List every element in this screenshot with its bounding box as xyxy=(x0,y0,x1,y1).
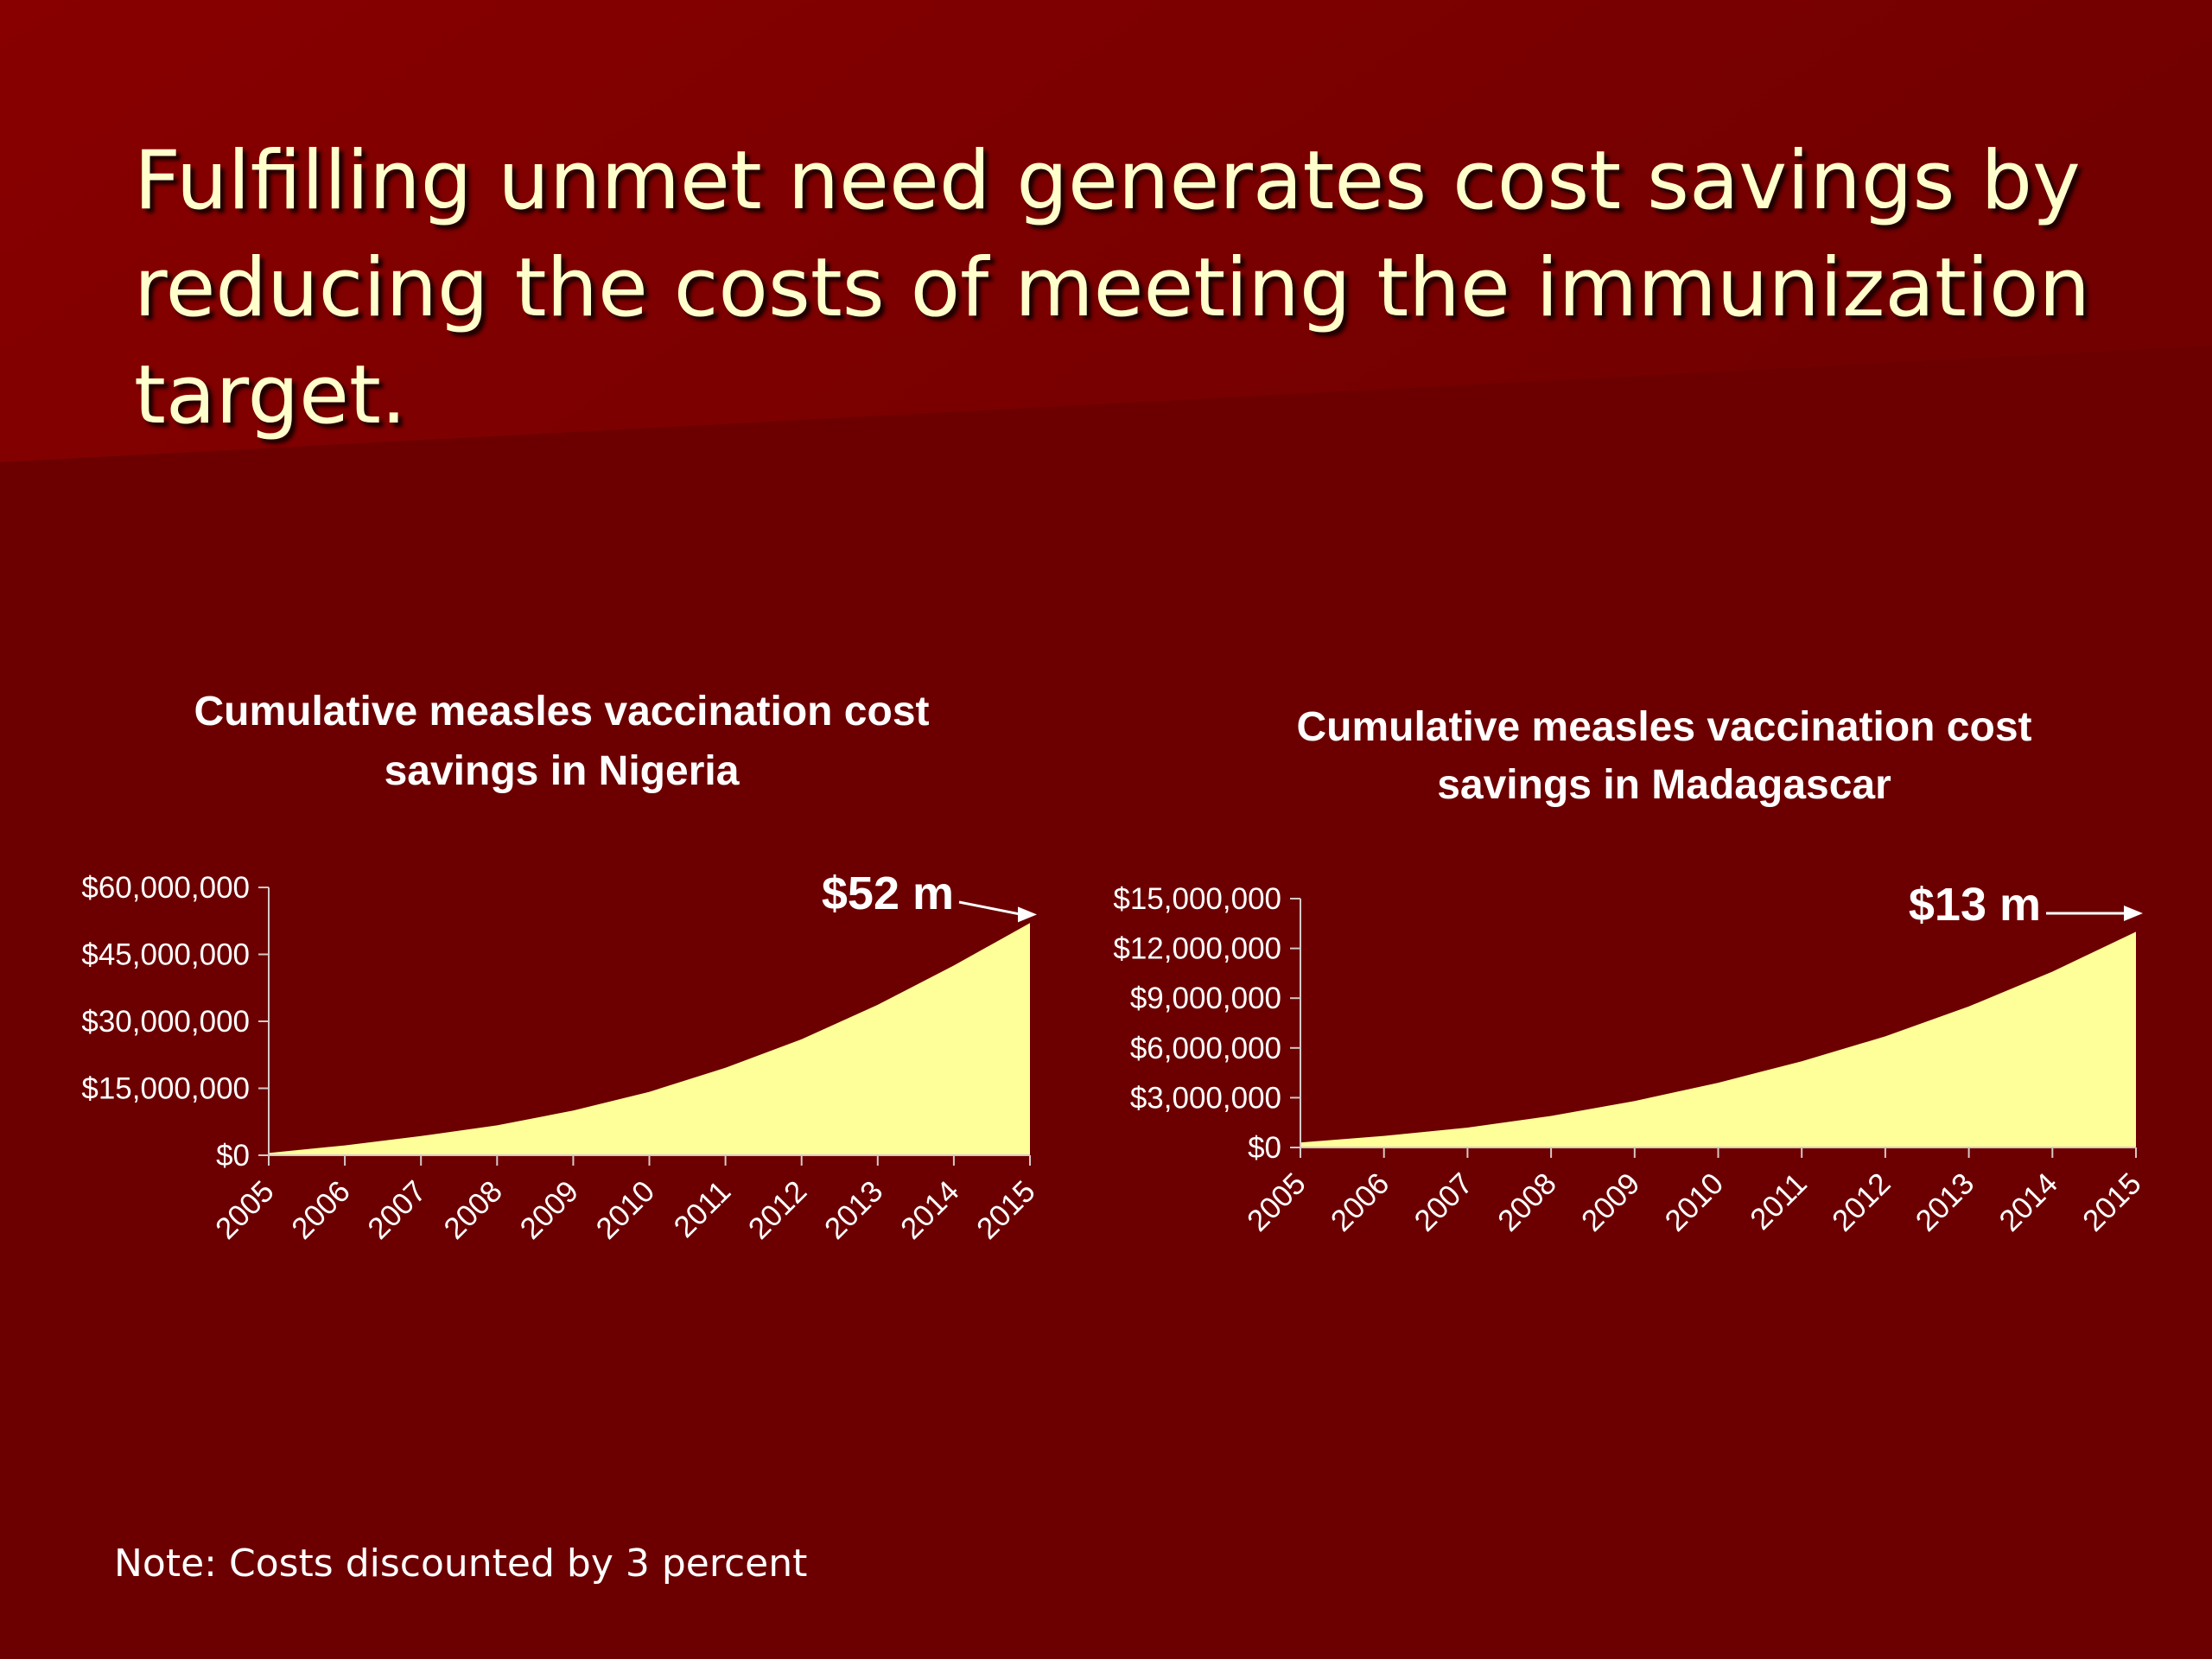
area-series xyxy=(1300,931,2136,1147)
header-band xyxy=(0,0,2212,462)
annotation-arrow-line xyxy=(958,900,1022,916)
x-tick-label: 2011 xyxy=(1744,1166,1814,1236)
x-tick-label: 2009 xyxy=(513,1174,585,1246)
footnote: Note: Costs discounted by 3 percent xyxy=(114,1541,808,1586)
x-tick-label: 2015 xyxy=(2076,1166,2148,1238)
x-tick-label: 2009 xyxy=(1575,1166,1647,1238)
x-tick-label: 2005 xyxy=(209,1174,281,1246)
x-tick-label: 2012 xyxy=(1826,1166,1897,1238)
chart-nigeria: Cumulative measles vaccination cost savin… xyxy=(81,689,1042,1246)
y-tick-label: $0 xyxy=(216,1139,250,1173)
annotation-arrow-head xyxy=(1018,906,1037,923)
y-tick-label: $15,000,000 xyxy=(1113,882,1281,916)
annotation-label: $52 m xyxy=(822,868,954,919)
y-tick-label: $15,000,000 xyxy=(81,1072,250,1106)
x-tick-label: 2010 xyxy=(590,1174,662,1246)
y-tick-label: $0 xyxy=(1248,1131,1281,1165)
x-tick-label: 2008 xyxy=(437,1174,509,1246)
x-tick-label: 2015 xyxy=(970,1174,1042,1246)
x-tick-label: 2006 xyxy=(1325,1166,1396,1238)
area-series xyxy=(269,923,1030,1155)
x-tick-label: 2011 xyxy=(667,1174,737,1244)
y-tick-label: $30,000,000 xyxy=(81,1005,250,1039)
x-tick-label: 2010 xyxy=(1659,1166,1731,1238)
x-tick-label: 2006 xyxy=(285,1174,357,1246)
slide-title: Fulfilling unmet need generates cost sav… xyxy=(134,134,2091,442)
x-tick-label: 2005 xyxy=(1241,1166,1313,1238)
chart-title-line: savings in Nigeria xyxy=(385,748,740,794)
chart-title-line: Cumulative measles vaccination cost xyxy=(1296,704,2031,750)
y-tick-label: $6,000,000 xyxy=(1130,1032,1281,1065)
chart-title-line: savings in Madagascar xyxy=(1437,762,1891,808)
y-tick-label: $3,000,000 xyxy=(1130,1081,1281,1115)
x-tick-label: 2014 xyxy=(1993,1166,2064,1238)
chart-title-line: Cumulative measles vaccination cost xyxy=(194,689,929,734)
y-tick-label: $9,000,000 xyxy=(1130,982,1281,1015)
y-tick-label: $45,000,000 xyxy=(81,938,250,972)
annotation-arrow-head xyxy=(2124,906,2143,921)
x-tick-label: 2007 xyxy=(361,1174,433,1246)
x-tick-label: 2008 xyxy=(1491,1166,1563,1238)
y-tick-label: $60,000,000 xyxy=(81,871,250,905)
y-tick-label: $12,000,000 xyxy=(1113,932,1281,966)
chart-madagascar: Cumulative measles vaccination cost savin… xyxy=(1113,704,2148,1238)
x-tick-label: 2013 xyxy=(818,1174,890,1246)
x-tick-label: 2007 xyxy=(1408,1166,1479,1238)
x-tick-label: 2014 xyxy=(894,1174,966,1246)
x-tick-label: 2012 xyxy=(742,1174,814,1246)
x-tick-label: 2013 xyxy=(1910,1166,1981,1238)
annotation-label: $13 m xyxy=(1909,879,2041,931)
